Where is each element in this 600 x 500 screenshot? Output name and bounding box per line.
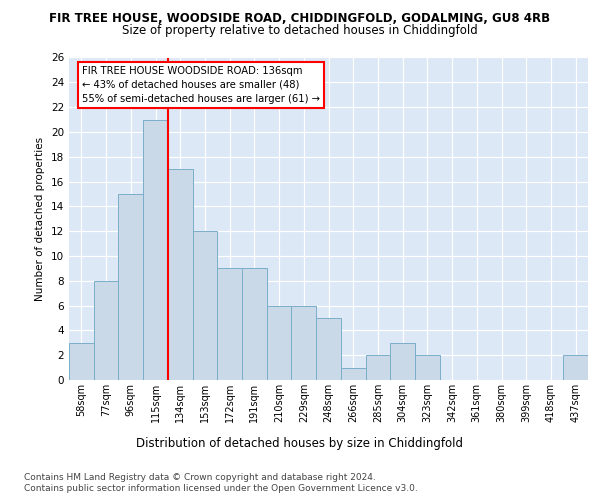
Text: Distribution of detached houses by size in Chiddingfold: Distribution of detached houses by size … bbox=[137, 438, 464, 450]
Bar bbox=[341, 368, 365, 380]
Bar bbox=[94, 281, 118, 380]
Bar bbox=[193, 231, 217, 380]
Bar bbox=[143, 120, 168, 380]
Text: Size of property relative to detached houses in Chiddingfold: Size of property relative to detached ho… bbox=[122, 24, 478, 37]
Text: FIR TREE HOUSE WOODSIDE ROAD: 136sqm
← 43% of detached houses are smaller (48)
5: FIR TREE HOUSE WOODSIDE ROAD: 136sqm ← 4… bbox=[82, 66, 320, 104]
Bar bbox=[168, 169, 193, 380]
Text: Contains HM Land Registry data © Crown copyright and database right 2024.: Contains HM Land Registry data © Crown c… bbox=[24, 472, 376, 482]
Bar bbox=[316, 318, 341, 380]
Bar bbox=[267, 306, 292, 380]
Bar bbox=[563, 355, 588, 380]
Bar bbox=[292, 306, 316, 380]
Bar bbox=[217, 268, 242, 380]
Bar bbox=[118, 194, 143, 380]
Bar bbox=[242, 268, 267, 380]
Text: FIR TREE HOUSE, WOODSIDE ROAD, CHIDDINGFOLD, GODALMING, GU8 4RB: FIR TREE HOUSE, WOODSIDE ROAD, CHIDDINGF… bbox=[49, 12, 551, 26]
Bar bbox=[365, 355, 390, 380]
Bar bbox=[69, 343, 94, 380]
Text: Contains public sector information licensed under the Open Government Licence v3: Contains public sector information licen… bbox=[24, 484, 418, 493]
Bar bbox=[415, 355, 440, 380]
Y-axis label: Number of detached properties: Number of detached properties bbox=[35, 136, 46, 301]
Bar bbox=[390, 343, 415, 380]
